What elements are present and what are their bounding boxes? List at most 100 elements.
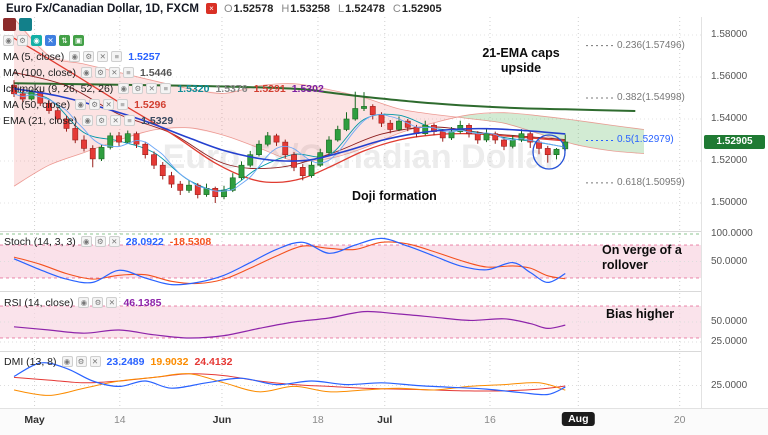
stoch-header[interactable]: Stoch (14, 3, 3) ◉ ⚙ ✕ 28.0922 -18.5308 [4, 235, 211, 248]
legend-value: 1.5296 [134, 98, 167, 111]
legend-label: MA (5, close) [3, 50, 65, 63]
annotation-rollover[interactable]: On verge of a rollover [602, 243, 682, 272]
pane-title: Stoch (14, 3, 3) [4, 235, 76, 248]
eye-icon[interactable]: ◉ [80, 67, 92, 78]
legend-value: 1.5320 [177, 82, 210, 95]
stoch-axis-label: 50.0000 [711, 255, 748, 267]
delete-icon[interactable]: ✕ [108, 67, 120, 78]
more-icon[interactable]: ≡ [124, 115, 136, 126]
legend-toolbar-row: ◉ ⚙ ◉ ✕ ⇅ ▣ [3, 34, 324, 47]
more-icon[interactable]: ≡ [117, 99, 129, 110]
legend-value: 1.5446 [139, 66, 173, 79]
legend-value: 1.5257 [128, 50, 161, 63]
settings-icon[interactable]: ⚙ [94, 67, 106, 78]
price-axis-label: 1.50000 [711, 197, 748, 208]
delete-icon[interactable]: ✕ [103, 99, 115, 110]
time-tick-jun: Jun [212, 414, 232, 426]
price-axis-label: 1.54000 [711, 113, 748, 124]
settings-icon[interactable]: ⚙ [96, 115, 108, 126]
eye-icon[interactable]: ◉ [78, 297, 90, 308]
series-swatch-teal[interactable] [19, 18, 32, 31]
series-swatch-maroon[interactable] [3, 18, 16, 31]
stoch-axis-label: 100.0000 [711, 228, 753, 239]
rsi-header[interactable]: RSI (14, close) ◉ ⚙ ✕ 46.1385 [4, 296, 161, 309]
chart-header: Euro Fx/Canadian Dollar, 1D, FXCM × O1.5… [0, 0, 702, 17]
arrows-icon[interactable]: ⇅ [59, 35, 70, 46]
rsi-axis-label: 50.0000 [711, 316, 748, 327]
price-axis-label: 1.58000 [711, 29, 748, 40]
eye-icon[interactable]: ◉ [118, 83, 130, 94]
price-axis[interactable]: 1.58000 1.56000 1.54000 1.52000 1.50000 1.529… [701, 17, 768, 409]
time-axis[interactable]: May 14 Jun 18 Jul 16 Aug 20 [0, 408, 768, 435]
legend-row-1[interactable]: MA (100, close) ◉ ⚙ ✕ ≡ 1.5446 [3, 66, 324, 79]
settings-icon[interactable]: ⚙ [83, 51, 95, 62]
time-tick-may: May [24, 414, 45, 426]
eye-icon[interactable]: ◉ [82, 115, 94, 126]
ohlc-c: C1.52905 [393, 3, 442, 15]
eye-icon[interactable]: ◉ [3, 35, 14, 46]
fib-level-label[interactable]: 0.236(1.57496) [617, 39, 685, 51]
eye-icon[interactable]: ◉ [75, 99, 87, 110]
legend-value: 1.5329 [141, 114, 174, 127]
fib-level-label[interactable]: 0.382(1.54998) [617, 92, 685, 104]
ohlc-value: 1.52478 [345, 2, 385, 15]
legend-label: EMA (21, close) [3, 114, 78, 127]
settings-icon[interactable]: ⚙ [94, 236, 106, 247]
legend-label: MA (100, close) [3, 66, 76, 79]
time-tick-14: 14 [113, 414, 126, 426]
delete-icon[interactable]: ✕ [110, 115, 122, 126]
legend-label: MA (50, close) [3, 98, 71, 111]
dot-icon[interactable]: ◉ [31, 35, 42, 46]
eye-icon[interactable]: ◉ [69, 51, 81, 62]
rsi-axis-label: 25.0000 [711, 336, 748, 347]
more-icon[interactable]: ≡ [160, 83, 172, 94]
fib-level-label[interactable]: 0.618(1.50959) [617, 176, 685, 188]
dmi-header[interactable]: DMI (13, 8) ◉ ⚙ ✕ 23.2489 19.9032 24.4132 [4, 355, 232, 368]
eye-icon[interactable]: ◉ [80, 236, 92, 247]
time-tick-18: 18 [312, 414, 324, 426]
indicator-legend: ◉ ⚙ ◉ ✕ ⇅ ▣ MA (5, close) ◉ ⚙ ✕ ≡ 1.5257 MA (100, cl… [3, 18, 324, 127]
settings-icon[interactable]: ⚙ [75, 356, 87, 367]
ohlc-value: 1.52578 [233, 2, 274, 15]
ohlc-label: H [281, 2, 290, 15]
annotation-bias[interactable]: Bias higher [606, 307, 675, 321]
close-button[interactable]: × [205, 3, 217, 14]
delete-icon[interactable]: ✕ [97, 51, 109, 62]
time-tick-16: 16 [484, 414, 496, 426]
delete-icon[interactable]: ✕ [89, 356, 101, 367]
ohlc-value: 1.53258 [290, 2, 331, 15]
legend-value: 1.5376 [215, 82, 248, 95]
delete-icon[interactable]: ✕ [146, 83, 158, 94]
legend-row-3[interactable]: MA (50, close) ◉ ⚙ ✕ ≡ 1.5296 [3, 98, 324, 111]
legend-row-2[interactable]: Ichimoku (9, 26, 52, 26) ◉ ⚙ ✕ ≡ 1.5320 1.5376… [3, 82, 324, 95]
legend-row-0[interactable]: MA (5, close) ◉ ⚙ ✕ ≡ 1.5257 [3, 50, 324, 63]
last-price-badge: 1.52905 [704, 134, 765, 149]
eye-icon[interactable]: ◉ [61, 356, 73, 367]
pane-value: 28.0922 [125, 235, 164, 248]
fib-level-label[interactable]: 0.5(1.52979) [617, 134, 674, 146]
pane-value: 19.9032 [150, 355, 189, 368]
annotation-doji[interactable]: Doji formation [352, 189, 437, 203]
legend-label: Ichimoku (9, 26, 52, 26) [3, 82, 114, 95]
settings-icon[interactable]: ⚙ [89, 99, 101, 110]
grid-icon[interactable]: ▣ [73, 35, 84, 46]
delete-icon[interactable]: ✕ [108, 236, 120, 247]
more-icon[interactable]: ≡ [111, 51, 123, 62]
symbol-title: Euro Fx/Canadian Dollar, 1D, FXCM [6, 2, 199, 15]
legend-value: 1.5302 [291, 82, 324, 95]
series-legend-row[interactable] [3, 18, 324, 31]
settings-icon[interactable]: ⚙ [17, 35, 28, 46]
close-icon[interactable]: ✕ [45, 35, 56, 46]
settings-icon[interactable]: ⚙ [132, 83, 144, 94]
more-icon[interactable]: ≡ [122, 67, 134, 78]
ohlc-label: C [392, 2, 401, 15]
delete-icon[interactable]: ✕ [106, 297, 118, 308]
ohlc-h: H1.53258 [281, 3, 330, 15]
legend-row-4[interactable]: EMA (21, close) ◉ ⚙ ✕ ≡ 1.5329 [3, 114, 324, 127]
settings-icon[interactable]: ⚙ [92, 297, 104, 308]
price-axis-label: 1.56000 [711, 71, 748, 82]
annotation-ema-caps[interactable]: 21-EMA caps upside [482, 46, 560, 75]
pane-title: RSI (14, close) [4, 296, 74, 309]
